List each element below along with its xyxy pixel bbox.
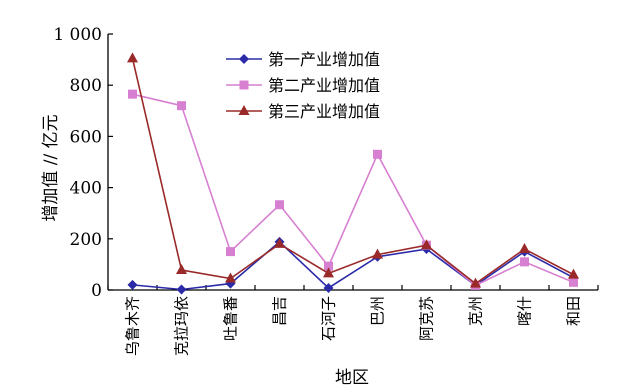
series-2-point bbox=[275, 200, 284, 210]
series-3-point bbox=[225, 272, 236, 283]
series-3-point bbox=[421, 239, 432, 250]
x-tick-label: 昌吉 bbox=[271, 296, 289, 326]
x-tick-label: 克州 bbox=[467, 296, 485, 326]
series-3-point bbox=[519, 243, 530, 254]
x-tick-label: 和田 bbox=[565, 296, 583, 326]
series-3-point bbox=[372, 248, 383, 259]
y-tick-label: 800 bbox=[70, 76, 102, 96]
y-axis-title: 增加值 // 亿元 bbox=[41, 114, 61, 221]
series-3-line bbox=[131, 58, 574, 285]
series-1-line bbox=[132, 240, 574, 291]
legend-label: 第三产业增加值 bbox=[268, 102, 380, 121]
series-2-point bbox=[226, 247, 235, 257]
series-2-point bbox=[373, 149, 382, 159]
y-tick-label: 0 bbox=[91, 281, 102, 301]
legend-label: 第二产业增加值 bbox=[268, 76, 380, 95]
series-2-point bbox=[520, 257, 529, 267]
legend-item-1: 第一产业增加值 bbox=[226, 50, 380, 69]
series-2-point bbox=[177, 101, 186, 111]
y-axis-label: 增加值 // 亿元 bbox=[41, 114, 61, 221]
x-tick-label: 喀什 bbox=[516, 296, 534, 326]
x-axis-label: 地区 bbox=[335, 368, 369, 388]
series-1-point bbox=[127, 279, 138, 290]
x-tick-label: 克拉玛依 bbox=[173, 296, 191, 356]
series-3-point bbox=[568, 268, 579, 279]
x-tick-label: 乌鲁木齐 bbox=[124, 296, 142, 356]
y-tick-label: 400 bbox=[70, 179, 102, 199]
series-2-point bbox=[324, 261, 333, 271]
x-tick-label: 巴州 bbox=[369, 296, 387, 326]
legend-item-3: 第三产业增加值 bbox=[226, 102, 380, 121]
legend-item-2: 第二产业增加值 bbox=[226, 76, 380, 95]
series-3-point bbox=[176, 264, 187, 275]
legend-marker bbox=[238, 105, 250, 115]
y-tick-label: 1 000 bbox=[53, 25, 102, 45]
legend-marker bbox=[239, 54, 249, 64]
legend-label: 第一产业增加值 bbox=[268, 50, 380, 69]
x-axis-ticks: 乌鲁木齐 克拉玛依 吐鲁番 昌吉 石河子 巴州 阿克苏 克州 喀什 和田 bbox=[107, 285, 599, 356]
series-2-point bbox=[128, 89, 137, 99]
x-tick-label: 吐鲁番 bbox=[222, 296, 240, 341]
y-tick-label: 600 bbox=[70, 127, 102, 147]
series-1-point bbox=[323, 282, 334, 293]
series-3 bbox=[127, 52, 579, 288]
y-axis-ticks: 0 200 400 600 800 1 000 bbox=[53, 25, 113, 301]
x-tick-label: 阿克苏 bbox=[418, 296, 436, 341]
series-1-point bbox=[176, 284, 187, 295]
series-3-point bbox=[127, 52, 138, 63]
series-2-line bbox=[132, 93, 574, 287]
series-3-point bbox=[323, 267, 334, 278]
x-tick-label: 石河子 bbox=[320, 296, 338, 341]
series-layer bbox=[127, 52, 579, 295]
y-tick-label: 200 bbox=[70, 230, 102, 250]
series-2-point bbox=[569, 277, 578, 287]
series-3-point bbox=[274, 237, 285, 248]
legend-marker bbox=[239, 80, 249, 90]
series-3-point bbox=[470, 277, 481, 288]
